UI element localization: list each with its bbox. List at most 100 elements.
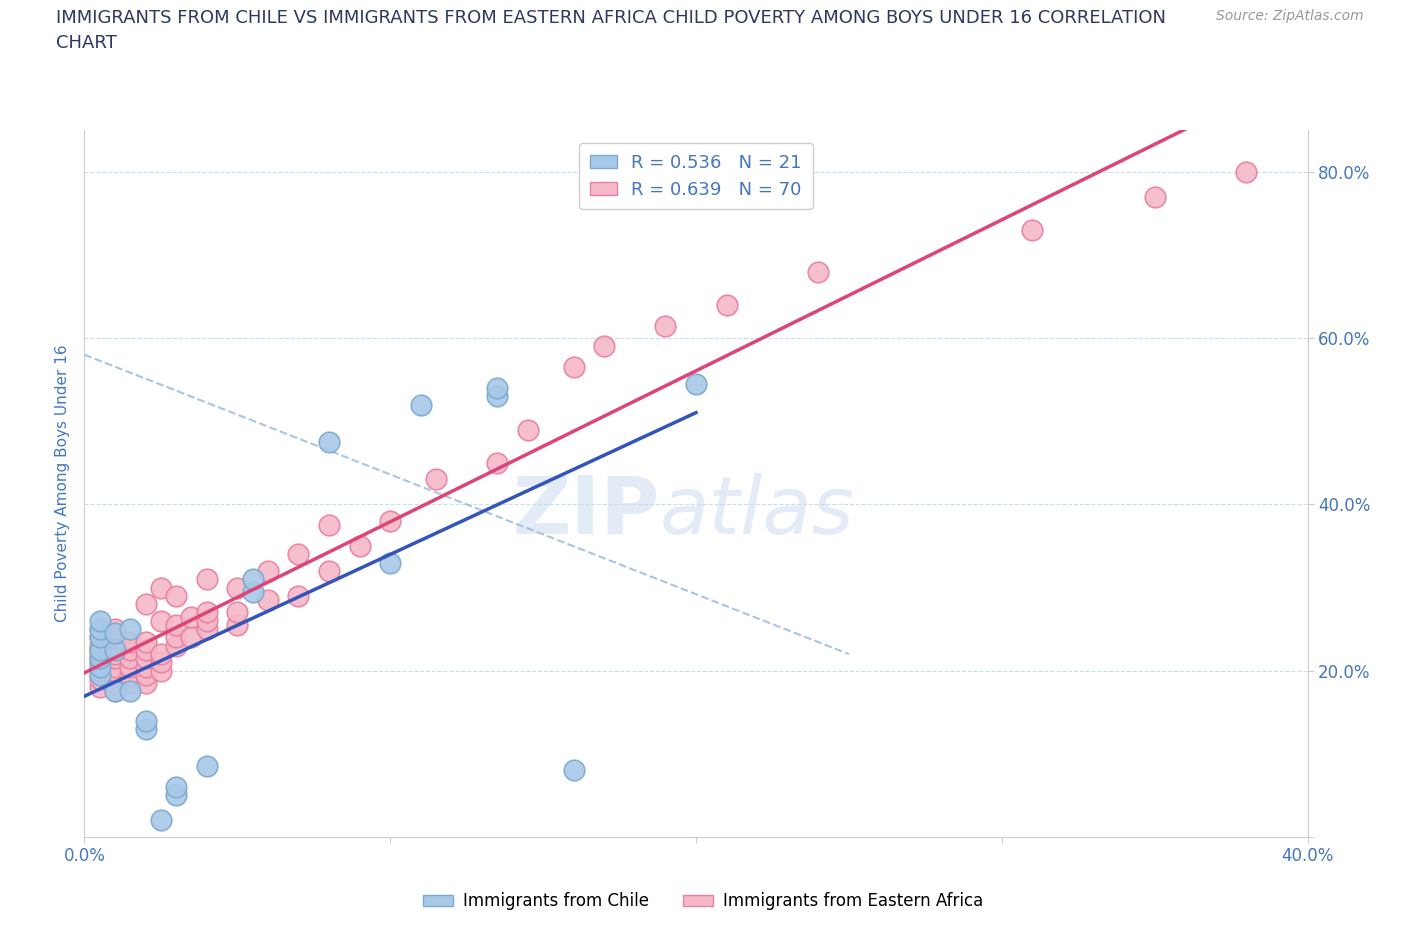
Point — [257, 564, 280, 578]
Point — [120, 684, 142, 699]
Point — [180, 609, 202, 624]
Point — [165, 779, 187, 794]
Point — [654, 318, 676, 333]
Point — [425, 472, 447, 487]
Point — [242, 584, 264, 599]
Point — [104, 630, 127, 644]
Point — [195, 614, 218, 629]
Point — [104, 668, 127, 683]
Point — [89, 655, 111, 670]
Point — [409, 397, 432, 412]
Point — [104, 638, 127, 653]
Point — [89, 643, 111, 658]
Point — [135, 651, 157, 666]
Point — [226, 605, 249, 620]
Point — [257, 592, 280, 607]
Point — [165, 788, 187, 803]
Point — [149, 580, 172, 595]
Point — [104, 651, 127, 666]
Point — [195, 572, 218, 587]
Point — [104, 684, 127, 699]
Point — [195, 605, 218, 620]
Point — [104, 621, 127, 636]
Point — [1021, 222, 1043, 237]
Point — [318, 564, 340, 578]
Point — [120, 634, 142, 649]
Point — [89, 638, 111, 653]
Point — [685, 377, 707, 392]
Point — [104, 643, 127, 658]
Point — [149, 663, 172, 678]
Point — [486, 389, 509, 404]
Text: IMMIGRANTS FROM CHILE VS IMMIGRANTS FROM EASTERN AFRICA CHILD POVERTY AMONG BOYS: IMMIGRANTS FROM CHILE VS IMMIGRANTS FROM… — [56, 9, 1166, 52]
Point — [104, 676, 127, 691]
Point — [89, 630, 111, 644]
Legend: R = 0.536   N = 21, R = 0.639   N = 70: R = 0.536 N = 21, R = 0.639 N = 70 — [579, 143, 813, 209]
Point — [380, 513, 402, 528]
Point — [318, 518, 340, 533]
Text: ZIP: ZIP — [512, 472, 659, 551]
Point — [89, 621, 111, 636]
Point — [89, 651, 111, 666]
Point — [165, 638, 187, 653]
Point — [287, 589, 309, 604]
Point — [120, 651, 142, 666]
Point — [89, 646, 111, 661]
Point — [149, 813, 172, 828]
Point — [104, 663, 127, 678]
Point — [104, 646, 127, 661]
Point — [716, 298, 738, 312]
Point — [149, 614, 172, 629]
Y-axis label: Child Poverty Among Boys Under 16: Child Poverty Among Boys Under 16 — [55, 345, 70, 622]
Point — [226, 618, 249, 632]
Point — [516, 422, 538, 437]
Point — [120, 621, 142, 636]
Point — [89, 671, 111, 686]
Point — [89, 651, 111, 666]
Point — [135, 659, 157, 674]
Point — [89, 630, 111, 644]
Point — [593, 339, 616, 353]
Point — [104, 626, 127, 641]
Point — [562, 763, 585, 777]
Point — [149, 646, 172, 661]
Point — [807, 264, 830, 279]
Point — [180, 630, 202, 644]
Point — [104, 659, 127, 674]
Point — [120, 659, 142, 674]
Point — [89, 621, 111, 636]
Point — [242, 572, 264, 587]
Text: atlas: atlas — [659, 472, 853, 551]
Point — [135, 722, 157, 737]
Point — [195, 759, 218, 774]
Point — [120, 676, 142, 691]
Point — [486, 380, 509, 395]
Point — [135, 713, 157, 728]
Point — [349, 538, 371, 553]
Point — [486, 456, 509, 471]
Point — [135, 597, 157, 612]
Point — [89, 668, 111, 683]
Point — [120, 668, 142, 683]
Point — [135, 643, 157, 658]
Point — [165, 589, 187, 604]
Point — [562, 360, 585, 375]
Point — [120, 643, 142, 658]
Point — [135, 676, 157, 691]
Legend: Immigrants from Chile, Immigrants from Eastern Africa: Immigrants from Chile, Immigrants from E… — [416, 885, 990, 917]
Point — [89, 659, 111, 674]
Point — [226, 580, 249, 595]
Point — [165, 618, 187, 632]
Point — [135, 668, 157, 683]
Text: Source: ZipAtlas.com: Source: ZipAtlas.com — [1216, 9, 1364, 23]
Point — [1234, 165, 1257, 179]
Point — [380, 555, 402, 570]
Point — [287, 547, 309, 562]
Point — [195, 621, 218, 636]
Point — [89, 614, 111, 629]
Point — [104, 684, 127, 699]
Point — [89, 680, 111, 695]
Point — [318, 434, 340, 449]
Point — [1143, 190, 1166, 205]
Point — [89, 643, 111, 658]
